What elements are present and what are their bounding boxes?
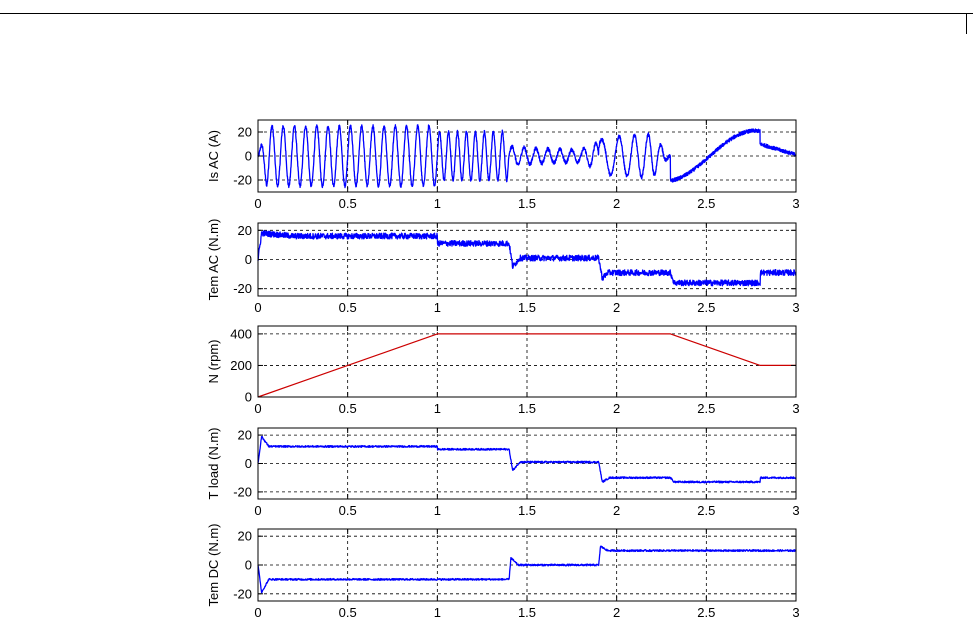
data-series-line bbox=[257, 435, 797, 484]
x-tick-label: 2.5 bbox=[697, 196, 715, 211]
x-tick-label: 3 bbox=[792, 605, 799, 620]
x-tick-label: 1 bbox=[434, 503, 441, 518]
x-tick-label: 0 bbox=[254, 401, 261, 416]
x-tick-label: 3 bbox=[792, 503, 799, 518]
y-tick-label: -20 bbox=[233, 281, 252, 296]
data-series-line bbox=[257, 230, 797, 287]
x-tick-label: 0.5 bbox=[339, 503, 357, 518]
y-axis-label: Is AC (A) bbox=[206, 130, 221, 182]
x-tick-label: 3 bbox=[792, 300, 799, 315]
y-tick-label: 0 bbox=[245, 456, 252, 471]
data-series-line bbox=[257, 333, 796, 398]
plot-area bbox=[258, 326, 796, 397]
x-tick-label: 0 bbox=[254, 605, 261, 620]
y-axis-label: Tem AC (N.m) bbox=[206, 219, 221, 301]
x-tick-label: 2.5 bbox=[697, 605, 715, 620]
data-series-line bbox=[257, 545, 797, 594]
x-tick-label: 1.5 bbox=[518, 401, 536, 416]
x-tick-label: 2 bbox=[613, 401, 620, 416]
x-tick-label: 1 bbox=[434, 300, 441, 315]
x-tick-label: 1.5 bbox=[518, 503, 536, 518]
x-tick-label: 0.5 bbox=[339, 300, 357, 315]
x-tick-label: 0.5 bbox=[339, 196, 357, 211]
y-tick-label: 0 bbox=[245, 390, 252, 405]
y-tick-label: 200 bbox=[230, 358, 252, 373]
x-tick-label: 1.5 bbox=[518, 196, 536, 211]
y-tick-label: 0 bbox=[245, 558, 252, 573]
x-tick-label: 2.5 bbox=[697, 401, 715, 416]
plot-area bbox=[258, 428, 796, 499]
page-top-rule-tick bbox=[966, 14, 967, 34]
y-tick-label: -20 bbox=[233, 484, 252, 499]
x-tick-label: 2.5 bbox=[697, 300, 715, 315]
x-tick-label: 1 bbox=[434, 605, 441, 620]
page-top-rule bbox=[0, 0, 973, 14]
x-tick-label: 2 bbox=[613, 605, 620, 620]
x-tick-label: 0.5 bbox=[339, 605, 357, 620]
x-tick-label: 2 bbox=[613, 300, 620, 315]
x-tick-label: 0 bbox=[254, 300, 261, 315]
x-tick-label: 2.5 bbox=[697, 503, 715, 518]
x-tick-label: 0 bbox=[254, 503, 261, 518]
data-series-line bbox=[257, 124, 797, 189]
x-tick-label: 2 bbox=[613, 503, 620, 518]
y-axis-label: T load (N.m) bbox=[206, 428, 221, 500]
y-tick-label: 20 bbox=[238, 428, 252, 443]
y-axis-label: Tem DC (N.m) bbox=[206, 523, 221, 606]
x-tick-label: 1.5 bbox=[518, 605, 536, 620]
x-tick-label: 3 bbox=[792, 401, 799, 416]
y-axis-label: N (rpm) bbox=[206, 339, 221, 383]
y-tick-label: 400 bbox=[230, 326, 252, 341]
x-tick-label: 1 bbox=[434, 196, 441, 211]
y-tick-label: -20 bbox=[233, 586, 252, 601]
x-tick-label: 1.5 bbox=[518, 300, 536, 315]
y-tick-label: -20 bbox=[233, 173, 252, 188]
y-tick-label: 0 bbox=[245, 252, 252, 267]
y-tick-label: 0 bbox=[245, 149, 252, 164]
x-tick-label: 2 bbox=[613, 196, 620, 211]
x-tick-label: 3 bbox=[792, 196, 799, 211]
x-tick-label: 0.5 bbox=[339, 401, 357, 416]
chart-panel-3: 0 0.5 1 1.5 2 2.5 3 400 200 0 N (rpm) bbox=[206, 325, 800, 416]
y-tick-label: 20 bbox=[238, 529, 252, 544]
x-tick-label: 1 bbox=[434, 401, 441, 416]
y-tick-label: 20 bbox=[238, 223, 252, 238]
x-tick-label: 0 bbox=[254, 196, 261, 211]
y-tick-label: 20 bbox=[238, 125, 252, 140]
